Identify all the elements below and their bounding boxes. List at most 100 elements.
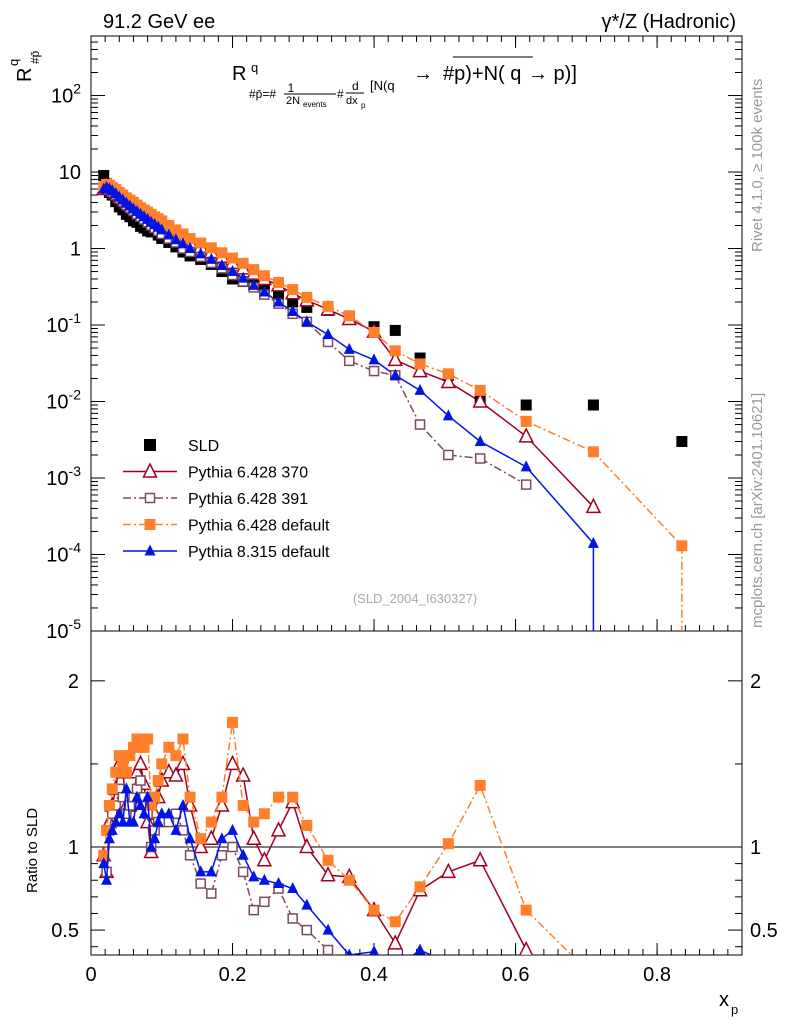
svg-text:dx: dx [346, 95, 358, 107]
ratio-point-pythia-8-315-default [142, 790, 154, 802]
data-point-pythia-8-315-default [184, 242, 196, 254]
ratio-point-pythia-6-428-370 [387, 934, 403, 950]
svg-text:→: → [413, 63, 433, 85]
ratio-tick-label-right: 0.5 [750, 920, 778, 942]
ratio-point-pythia-8-315-default [184, 832, 196, 844]
ratio-point-pythia-8-315-default [120, 782, 132, 794]
ratio-point-pythia-8-315-default [127, 815, 139, 827]
axes-group: 0 0.2 0.4 0.6 0.8 10-5 10-4 10-3 10-2 10-1 1 10 102 0… [46, 36, 778, 986]
data-point-pythia-6-428-default [273, 276, 285, 288]
ratio-point-pythia-8-315-default [369, 945, 379, 955]
ratio-point-pythia-8-315-default [273, 877, 285, 889]
ratio-plot-area [96, 716, 573, 955]
data-point-pythia-8-315-default [587, 536, 599, 548]
data-point-pythia-6-428-default [170, 224, 182, 236]
ratio-point-pythia-6-428-default [113, 750, 125, 762]
legend-marker-pythia-6-428-391 [144, 492, 156, 504]
ratio-point-pythia-8-315-default [346, 948, 353, 955]
legend-marker-pythia-6-428-default [144, 519, 156, 530]
ratio-point-pythia-6-428-default [258, 808, 270, 820]
svg-text:#p)+N( q: #p)+N( q [443, 63, 521, 85]
data-point-pythia-6-428-default [442, 368, 454, 380]
data-point-pythia-6-428-default [163, 219, 175, 231]
svg-text:R: R [14, 68, 36, 82]
data-point-pythia-8-315-default [322, 328, 334, 340]
data-point-pythia-6-428-default [322, 300, 334, 312]
ratio-point-pythia-6-428-default [205, 816, 217, 828]
data-point-pythia-6-428-default [368, 326, 380, 338]
ratio-point-pythia-8-315-default [135, 798, 147, 810]
data-point-pythia-8-315-default [368, 353, 380, 365]
svg-text:2N: 2N [286, 95, 300, 107]
ratio-point-pythia-6-428-391 [206, 888, 217, 899]
ratio-point-pythia-6-428-391 [135, 775, 146, 786]
data-point-sld [287, 296, 299, 308]
x-tick-label: 0.4 [360, 964, 388, 986]
ratio-point-pythia-6-428-default [106, 783, 118, 795]
data-point-pythia-6-428-default [248, 264, 260, 276]
rivet-label: Rivet 4.1.0, ≥ 100k events [749, 79, 766, 252]
data-point-pythia-8-315-default [237, 271, 249, 283]
y-tick-label: 10-2 [46, 387, 81, 414]
y-tick-label: 10-3 [46, 463, 81, 490]
data-point-sld [520, 399, 532, 411]
data-point-sld [389, 324, 401, 336]
ratio-point-pythia-6-428-default [138, 741, 150, 753]
ratio-tick-label-right: 1 [750, 837, 761, 859]
data-point-pythia-8-315-default [216, 258, 228, 270]
data-point-pythia-6-428-default [414, 358, 426, 370]
data-point-pythia-6-428-370 [585, 497, 602, 514]
data-point-pythia-8-315-default [177, 237, 189, 249]
data-point-pythia-6-428-default [301, 291, 313, 303]
legend-label-pythia-6-428-391: Pythia 6.428 391 [188, 491, 308, 508]
legend-label-pythia-6-428-default: Pythia 6.428 default [188, 518, 330, 535]
data-point-pythia-6-428-default [389, 345, 401, 357]
ratio-point-pythia-6-428-391 [237, 866, 249, 878]
ratio-point-pythia-6-428-391 [248, 904, 259, 916]
ratio-point-pythia-6-428-default [127, 741, 139, 753]
data-point-pythia-8-315-default [520, 460, 532, 472]
ratio-point-pythia-6-428-370 [168, 766, 184, 782]
main-plot-frame [90, 35, 743, 632]
data-point-pythia-6-428-370 [472, 392, 488, 408]
data-point-pythia-6-428-391 [443, 449, 454, 461]
ratio-point-pythia-6-428-default [101, 824, 113, 836]
ratio-point-pythia-8-315-default [110, 815, 122, 827]
data-point-pythia-8-315-default [195, 247, 207, 259]
data-point-sld [301, 301, 313, 313]
ratio-point-pythia-6-428-391 [287, 913, 298, 924]
ratio-point-pythia-8-315-default [170, 823, 182, 835]
x-tick-label: 0.6 [502, 964, 530, 986]
svg-text:#p̄=#: #p̄=# [249, 87, 276, 101]
ratio-point-pythia-6-428-370 [139, 812, 156, 829]
ratio-point-pythia-6-428-391 [195, 878, 206, 889]
data-point-pythia-6-428-default [520, 415, 532, 427]
svg-text:1: 1 [288, 81, 295, 95]
y-tick-label: 10-4 [46, 540, 81, 567]
data-point-pythia-8-315-default [301, 315, 313, 327]
data-point-pythia-6-428-default [205, 242, 217, 254]
data-point-pythia-6-428-default [587, 446, 599, 458]
ratio-point-pythia-8-315-default [131, 790, 143, 802]
ratio-point-pythia-6-428-370 [270, 821, 287, 837]
ratio-point-pythia-6-428-default [301, 819, 313, 831]
data-point-pythia-6-428-370 [440, 372, 457, 389]
ratio-point-pythia-6-428-default [195, 833, 207, 845]
x-axis-label: x p [719, 989, 738, 1017]
ratio-point-pythia-6-428-default [237, 799, 249, 811]
ratio-point-pythia-8-315-default [216, 832, 228, 844]
ratio-point-pythia-8-315-default [106, 823, 118, 835]
ratio-point-pythia-6-428-default [152, 775, 164, 787]
x-tick-label: 0 [85, 964, 96, 986]
ratio-point-pythia-8-315-default [301, 898, 313, 910]
legend-label-pythia-6-428-370: Pythia 6.428 370 [188, 465, 308, 482]
ratio-point-pythia-6-428-default [120, 766, 132, 778]
legend-marker-sld [144, 439, 156, 451]
ratio-tick-label: 1 [68, 837, 79, 859]
ratio-point-pythia-6-428-default [117, 758, 129, 770]
data-point-pythia-8-315-default [273, 295, 285, 307]
ratio-point-pythia-6-428-default [520, 904, 532, 916]
ratio-point-pythia-6-428-default [149, 791, 161, 803]
ratio-point-pythia-6-428-default [287, 791, 299, 803]
data-point-pythia-8-315-default [163, 228, 175, 240]
